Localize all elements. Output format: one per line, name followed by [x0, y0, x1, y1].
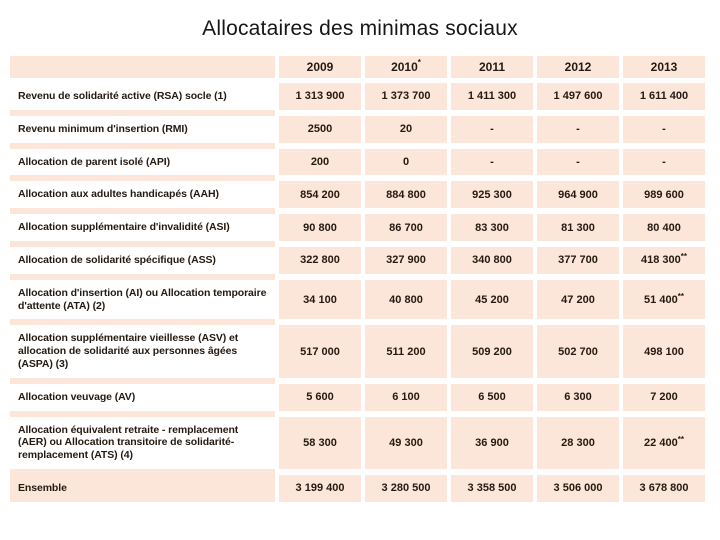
value-cell: 3 678 800	[619, 474, 705, 508]
table-row: Allocation de parent isolé (API) 200 0- - -	[10, 148, 705, 182]
value-cell: 5 600	[275, 383, 361, 417]
value-cell: 34 100	[275, 279, 361, 326]
value-cell: 7 200	[619, 383, 705, 417]
value-cell: 83 300	[447, 214, 533, 247]
value-cell: 418 300**	[619, 246, 705, 280]
value-cell: 517 000	[275, 325, 361, 384]
value-cell: 3 358 500	[447, 474, 533, 508]
row-label: Allocation de parent isolé (API)	[10, 148, 275, 182]
value-cell: 3 280 500	[361, 474, 447, 508]
value-cell: 80 400	[619, 214, 705, 247]
table-row: Allocation veuvage (AV) 5 600 6 100 6 500 6 …	[10, 383, 705, 417]
row-label: Allocation d'insertion (AI) ou Allocatio…	[10, 279, 275, 326]
year-header: 2012	[533, 56, 619, 83]
value-cell: 854 200	[275, 181, 361, 215]
value-cell: 28 300	[533, 416, 619, 475]
row-label: Revenu minimum d'insertion (RMI)	[10, 115, 275, 149]
value-cell: -	[619, 115, 705, 149]
value-cell: 6 500	[447, 383, 533, 417]
value-cell: 1 411 300	[447, 83, 533, 116]
row-label: Allocation de solidarité spécifique (ASS…	[10, 246, 275, 280]
value-cell: 1 373 700	[361, 83, 447, 116]
value-cell: 22 400**	[619, 416, 705, 475]
value-cell: 498 100	[619, 325, 705, 384]
value-cell: -	[533, 148, 619, 182]
table-row: Revenu minimum d'insertion (RMI) 2500 20- -…	[10, 115, 705, 149]
value-cell: 45 200	[447, 279, 533, 326]
table-row: Allocation supplémentaire vieillesse (AS…	[10, 325, 705, 384]
table-body: Revenu de solidarité active (RSA) socle …	[10, 83, 705, 508]
value-cell: 81 300	[533, 214, 619, 247]
row-label: Ensemble	[10, 474, 275, 508]
value-cell: 502 700	[533, 325, 619, 384]
row-label: Allocation supplémentaire d'invalidité (…	[10, 214, 275, 247]
table-row: Allocation équivalent retraite - remplac…	[10, 416, 705, 475]
page-title: Allocataires des minimas sociaux	[202, 17, 518, 40]
table-row: Allocation aux adultes handicapés (AAH) 8…	[10, 181, 705, 215]
value-cell: 200	[275, 148, 361, 182]
value-cell: 49 300	[361, 416, 447, 475]
value-cell: 925 300	[447, 181, 533, 215]
value-cell: 47 200	[533, 279, 619, 326]
value-cell: 40 800	[361, 279, 447, 326]
value-cell: 1 497 600	[533, 83, 619, 116]
value-cell: 511 200	[361, 325, 447, 384]
corner-cell	[10, 56, 275, 83]
value-cell: 322 800	[275, 246, 361, 280]
table-row: Allocation de solidarité spécifique (ASS…	[10, 246, 705, 280]
value-cell: -	[619, 148, 705, 182]
value-cell: -	[447, 148, 533, 182]
total-row: Ensemble 3 199 400 3 280 500 3 358 500 3 506…	[10, 474, 705, 508]
year-header: 2009	[275, 56, 361, 83]
year-header: 2013	[619, 56, 705, 83]
table-row: Allocation d'insertion (AI) ou Allocatio…	[10, 279, 705, 326]
value-cell: -	[447, 115, 533, 149]
footnote-marker: *	[417, 58, 421, 67]
row-label: Revenu de solidarité active (RSA) socle …	[10, 83, 275, 116]
footnote-marker: **	[677, 434, 684, 444]
value-cell: 20	[361, 115, 447, 149]
value-cell: 2500	[275, 115, 361, 149]
value-cell: 340 800	[447, 246, 533, 280]
header-row: 2009 2010* 2011 2012 2013	[10, 56, 705, 83]
footnote-marker: **	[677, 291, 684, 301]
value-cell: 1 313 900	[275, 83, 361, 116]
value-cell: 3 506 000	[533, 474, 619, 508]
value-cell: 989 600	[619, 181, 705, 215]
value-cell: 964 900	[533, 181, 619, 215]
value-cell: 58 300	[275, 416, 361, 475]
value-cell: 36 900	[447, 416, 533, 475]
value-cell: 6 100	[361, 383, 447, 417]
value-cell: 377 700	[533, 246, 619, 280]
value-cell: 51 400**	[619, 279, 705, 326]
value-cell: 90 800	[275, 214, 361, 247]
row-label: Allocation aux adultes handicapés (AAH)	[10, 181, 275, 215]
value-cell: 884 800	[361, 181, 447, 215]
table-row: Allocation supplémentaire d'invalidité (…	[10, 214, 705, 247]
value-cell: 3 199 400	[275, 474, 361, 508]
row-label: Allocation équivalent retraite - remplac…	[10, 416, 275, 475]
value-cell: 327 900	[361, 246, 447, 280]
minima-sociaux-table: 2009 2010* 2011 2012 2013 Revenu de solidari…	[10, 56, 705, 508]
row-label: Allocation veuvage (AV)	[10, 383, 275, 417]
value-cell: 509 200	[447, 325, 533, 384]
row-label: Allocation supplémentaire vieillesse (AS…	[10, 325, 275, 384]
value-cell: 0	[361, 148, 447, 182]
year-header: 2011	[447, 56, 533, 83]
table-header: 2009 2010* 2011 2012 2013	[10, 56, 705, 83]
value-cell: 86 700	[361, 214, 447, 247]
table-row: Revenu de solidarité active (RSA) socle …	[10, 83, 705, 116]
value-cell: -	[533, 115, 619, 149]
value-cell: 6 300	[533, 383, 619, 417]
footnote-marker: **	[680, 252, 687, 262]
value-cell: 1 611 400	[619, 83, 705, 116]
year-header: 2010*	[361, 56, 447, 83]
